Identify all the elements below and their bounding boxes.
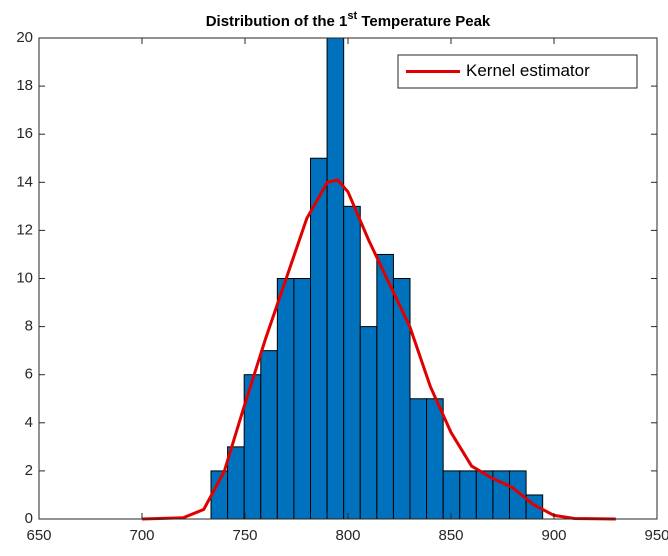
y-tick-label: 6 [25,366,33,383]
x-tick-label: 750 [232,527,257,544]
bar [227,446,245,520]
y-tick-label: 18 [16,77,33,94]
title-superscript: st [347,10,357,22]
bar [310,157,328,520]
legend-label: Kernel estimator [466,61,590,80]
bar [326,37,345,520]
x-tick-label: 950 [644,527,668,544]
bar [409,398,428,520]
y-tick-label: 10 [16,269,33,286]
title-start: Distribution of the 1 [206,13,348,30]
bar [260,350,278,520]
x-tick-label: 650 [26,527,51,544]
bar [276,278,295,520]
title-end: Temperature Peak [357,13,491,30]
bar [392,278,411,520]
y-tick-label: 0 [25,510,33,527]
bar [359,326,378,520]
y-tick-label: 16 [16,125,33,142]
bar [293,278,312,520]
x-tick-label: 800 [335,527,360,544]
y-tick-label: 2 [25,462,33,479]
bar [376,253,394,520]
x-tick-label: 850 [438,527,463,544]
x-tick-label: 900 [541,527,566,544]
bar [426,398,444,520]
kernel-line [141,178,616,521]
y-tick-label: 8 [25,318,33,335]
y-tick-label: 14 [16,173,33,190]
y-tick-label: 20 [16,29,33,46]
chart-title: Distribution of the 1st Temperature Peak [206,10,491,30]
bar [459,470,477,520]
bar [343,205,361,520]
y-tick-label: 12 [16,221,33,238]
x-tick-label: 700 [129,527,154,544]
y-tick-label: 4 [25,414,33,431]
bar [442,470,461,520]
